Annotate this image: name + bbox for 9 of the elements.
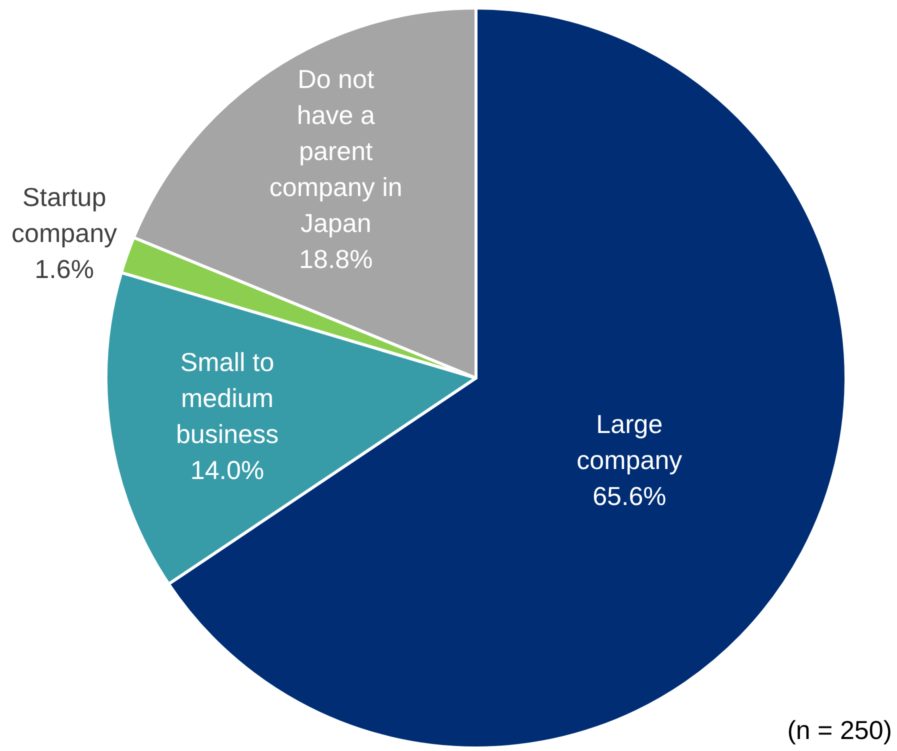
text: (n = 250) xyxy=(787,715,892,745)
slice-label: Large company xyxy=(576,408,682,475)
slice-label: Do not have a parent company in Japan xyxy=(269,64,402,238)
slice-label: Startup company xyxy=(12,182,118,248)
data-label: 14.0% xyxy=(190,454,264,485)
data-label: 18.8% xyxy=(299,244,373,274)
data-label: 1.6% xyxy=(34,254,94,284)
slice-label: Small to medium business xyxy=(176,346,279,449)
data-label: 65.6% xyxy=(592,480,666,511)
